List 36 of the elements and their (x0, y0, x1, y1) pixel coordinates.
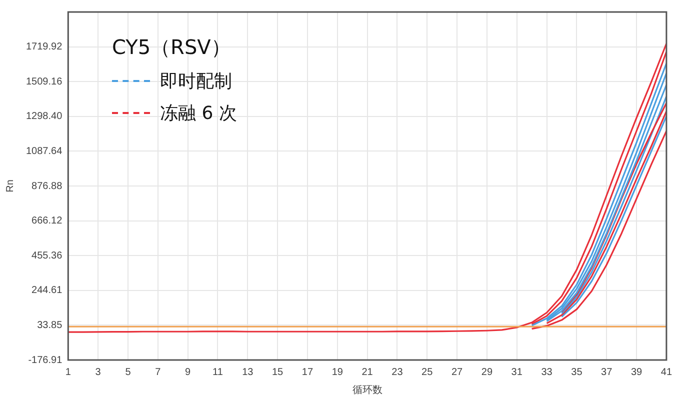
x-tick-label: 35 (571, 366, 583, 378)
x-tick-label: 5 (125, 366, 132, 378)
y-tick-label: 666.12 (32, 216, 63, 227)
y-tick-label: 1298.40 (26, 111, 63, 122)
legend-label: 冻融 6 次 (160, 102, 237, 125)
x-tick-label: 21 (362, 366, 374, 378)
x-tick-label: 25 (422, 366, 434, 378)
x-tick-label: 9 (185, 366, 192, 378)
x-tick-label: 15 (272, 366, 284, 378)
x-tick-label: 31 (511, 366, 523, 378)
x-tick-label: 17 (302, 366, 314, 378)
y-tick-label: 244.61 (32, 285, 63, 296)
y-tick-label: -176.91 (28, 354, 63, 366)
x-axis-title: 循环数 (352, 384, 382, 396)
y-tick-label: 1719.92 (26, 42, 63, 53)
x-tick-label: 27 (451, 366, 464, 378)
x-tick-label: 13 (242, 366, 254, 378)
x-tick-label: 37 (601, 366, 613, 378)
x-tick-label: 19 (332, 366, 344, 378)
y-tick-label: 1509.16 (26, 76, 63, 88)
x-tick-label: 3 (95, 366, 102, 378)
legend-label: 即时配制 (160, 70, 232, 93)
legend-title: CY5（RSV） (112, 34, 232, 61)
y-tick-label: 876.88 (32, 180, 63, 192)
y-tick-label: 1087.64 (26, 146, 63, 157)
y-axis-title: Rn (4, 180, 16, 192)
x-tick-label: 11 (212, 366, 224, 378)
x-tick-label: 39 (630, 366, 643, 378)
x-tick-label: 23 (392, 366, 404, 378)
x-tick-label: 29 (481, 366, 493, 378)
x-tick-label: 7 (155, 366, 162, 378)
y-tick-label: 33.85 (37, 320, 63, 331)
x-tick-label: 41 (660, 366, 672, 378)
x-tick-label: 1 (65, 366, 72, 378)
y-tick-label: 455.36 (32, 250, 63, 262)
x-tick-label: 33 (541, 366, 553, 378)
